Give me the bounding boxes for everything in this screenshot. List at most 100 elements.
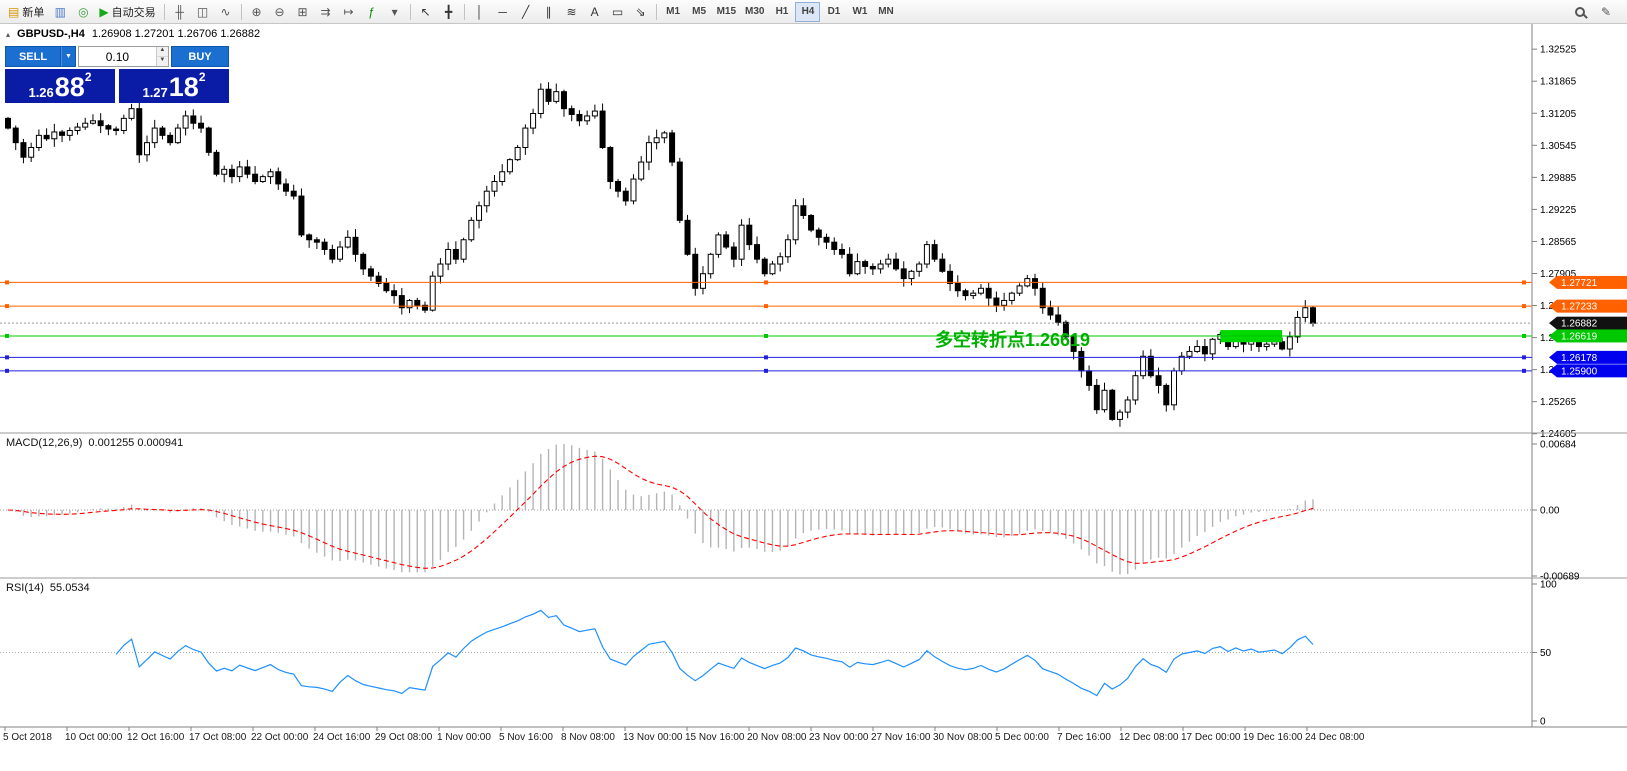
price-chart[interactable]: 1.32525 1.31865 1.31205 1.30545 1.29885 1.292… — [0, 24, 1627, 744]
indicators-button-icon: ƒ — [368, 4, 375, 19]
line-handle[interactable] — [1522, 280, 1526, 285]
channel-button[interactable]: ∥ — [538, 2, 560, 22]
zoom-out-button[interactable]: ⊖ — [269, 2, 291, 22]
sell-button[interactable]: SELL — [5, 46, 61, 67]
svg-text:7 Dec 16:00: 7 Dec 16:00 — [1057, 732, 1111, 743]
one-click-trading-panel: SELL ▼ ▲ ▼ BUY 1.26 88 2 1.2 — [5, 46, 229, 103]
templates-dropdown[interactable]: ▾ — [384, 2, 406, 22]
bar-chart-button-icon: ╫ — [175, 4, 184, 19]
text-button[interactable]: A — [584, 2, 606, 22]
rsi-line — [115, 609, 1314, 697]
bar-chart-button[interactable]: ╫ — [169, 2, 191, 22]
templates-dropdown-icon: ▾ — [391, 4, 398, 19]
svg-text:12 Oct 16:00: 12 Oct 16:00 — [127, 732, 185, 743]
svg-text:29 Oct 08:00: 29 Oct 08:00 — [375, 732, 433, 743]
svg-text:1.26178: 1.26178 — [1561, 353, 1598, 364]
new-chart-button[interactable]: ⊞ — [292, 2, 314, 22]
collapse-icon[interactable]: ▴ — [6, 29, 11, 39]
horizontal-line-button[interactable]: ─ — [492, 2, 514, 22]
lot-decrease-button[interactable]: ▼ — [156, 57, 168, 66]
timeframe-h1[interactable]: H1 — [769, 2, 794, 22]
lot-increase-button[interactable]: ▲ — [156, 47, 168, 57]
timeframe-m30[interactable]: M30 — [741, 2, 768, 22]
annotation-text[interactable]: 多空转折点1.26619 — [935, 329, 1090, 350]
price-tag[interactable]: 1.26178 — [1549, 350, 1627, 364]
line-handle[interactable] — [1522, 304, 1526, 309]
svg-text:22 Oct 00:00: 22 Oct 00:00 — [251, 732, 309, 743]
timeframe-d1[interactable]: D1 — [821, 2, 846, 22]
price-tag[interactable]: 1.27721 — [1549, 275, 1627, 289]
line-handle[interactable] — [764, 280, 768, 285]
line-handle[interactable] — [764, 368, 768, 373]
timeframe-w1[interactable]: W1 — [847, 2, 872, 22]
sell-price-display[interactable]: 1.26 88 2 — [5, 69, 115, 103]
line-handle[interactable] — [5, 333, 9, 338]
svg-text:20 Nov 08:00: 20 Nov 08:00 — [747, 732, 807, 743]
zoom-out-button-icon: ⊖ — [274, 4, 285, 19]
chart-windows-button-icon: ▥ — [54, 4, 67, 19]
buy-button[interactable]: BUY — [171, 46, 229, 67]
svg-text:1.27233: 1.27233 — [1561, 302, 1598, 313]
text-label-button-icon: ▭ — [611, 4, 624, 19]
autotrading-button[interactable]: ▶ 自动交易 — [95, 2, 159, 22]
buy-price-big: 18 — [168, 72, 199, 102]
crosshair-button[interactable]: ╋ — [438, 2, 460, 22]
line-handle[interactable] — [5, 355, 9, 360]
price-tag[interactable]: 1.26882 — [1549, 316, 1627, 330]
vertical-line-button[interactable]: │ — [469, 2, 491, 22]
line-handle[interactable] — [764, 304, 768, 309]
search-symbol-button[interactable] — [1569, 2, 1591, 22]
timeframe-m5[interactable]: M5 — [687, 2, 712, 22]
time-axis[interactable]: 5 Oct 2018 10 Oct 00:00 12 Oct 16:00 17 Oct… — [3, 727, 1365, 743]
line-handle[interactable] — [5, 368, 9, 373]
line-handle[interactable] — [764, 355, 768, 360]
new-order-button[interactable]: ▤ 新单 — [4, 2, 48, 22]
auto-scroll-button[interactable]: ⇉ — [315, 2, 337, 22]
line-handle[interactable] — [1522, 355, 1526, 360]
price-tag[interactable]: 1.26619 — [1549, 329, 1627, 343]
line-chart-button[interactable]: ∿ — [215, 2, 237, 22]
line-handle[interactable] — [764, 333, 768, 338]
timeframe-m15[interactable]: M15 — [713, 2, 740, 22]
vertical-line-button-icon: │ — [475, 4, 484, 19]
arrows-dropdown[interactable]: ⇘ — [630, 2, 652, 22]
chart-windows-button[interactable]: ▥ — [49, 2, 71, 22]
fibonacci-button[interactable]: ≋ — [561, 2, 583, 22]
svg-text:100: 100 — [1540, 580, 1557, 591]
quick-draw-button[interactable]: ✎ — [1595, 2, 1617, 22]
status-bar — [0, 744, 1627, 771]
candlestick-chart-button[interactable]: ◫ — [192, 2, 214, 22]
timeframe-m1[interactable]: M1 — [661, 2, 686, 22]
lot-size-input[interactable] — [79, 47, 156, 66]
new-order-button-label: 新单 — [22, 6, 45, 19]
indicators-button[interactable]: ƒ — [361, 2, 383, 22]
line-handle[interactable] — [5, 304, 9, 309]
market-watch-button[interactable]: ◎ — [72, 2, 94, 22]
zoom-in-button[interactable]: ⊕ — [246, 2, 268, 22]
trade-options-dropdown[interactable]: ▼ — [61, 46, 76, 67]
chart-shift-button-icon: ↦ — [343, 4, 354, 19]
chart-ohlc-values: 1.26908 1.27201 1.26706 1.26882 — [91, 28, 261, 40]
text-label-button[interactable]: ▭ — [607, 2, 629, 22]
macd-panel: 0.00684 0.00 -0.00689 — [0, 440, 1580, 583]
timeframe-mn[interactable]: MN — [873, 2, 898, 22]
line-handle[interactable] — [1522, 333, 1526, 338]
svg-text:19 Dec 16:00: 19 Dec 16:00 — [1243, 732, 1303, 743]
panel-separators[interactable] — [0, 432, 1627, 728]
price-tag[interactable]: 1.25900 — [1549, 364, 1627, 378]
line-handle[interactable] — [5, 280, 9, 285]
svg-text:13 Nov 00:00: 13 Nov 00:00 — [623, 732, 683, 743]
trendline-button[interactable]: ╱ — [515, 2, 537, 22]
svg-text:0.00684: 0.00684 — [1540, 440, 1577, 451]
svg-text:24 Oct 16:00: 24 Oct 16:00 — [313, 732, 371, 743]
svg-text:1.26882: 1.26882 — [1561, 319, 1598, 330]
line-handle[interactable] — [1522, 368, 1526, 373]
lot-spinner: ▲ ▼ — [155, 47, 168, 66]
price-tag[interactable]: 1.27233 — [1549, 299, 1627, 313]
timeframe-h4[interactable]: H4 — [795, 1, 821, 22]
cursor-button[interactable]: ↖ — [415, 2, 437, 22]
horizontal-line-button-icon: ─ — [498, 4, 507, 19]
buy-price-display[interactable]: 1.27 18 2 — [119, 69, 229, 103]
chart-shift-button[interactable]: ↦ — [338, 2, 360, 22]
